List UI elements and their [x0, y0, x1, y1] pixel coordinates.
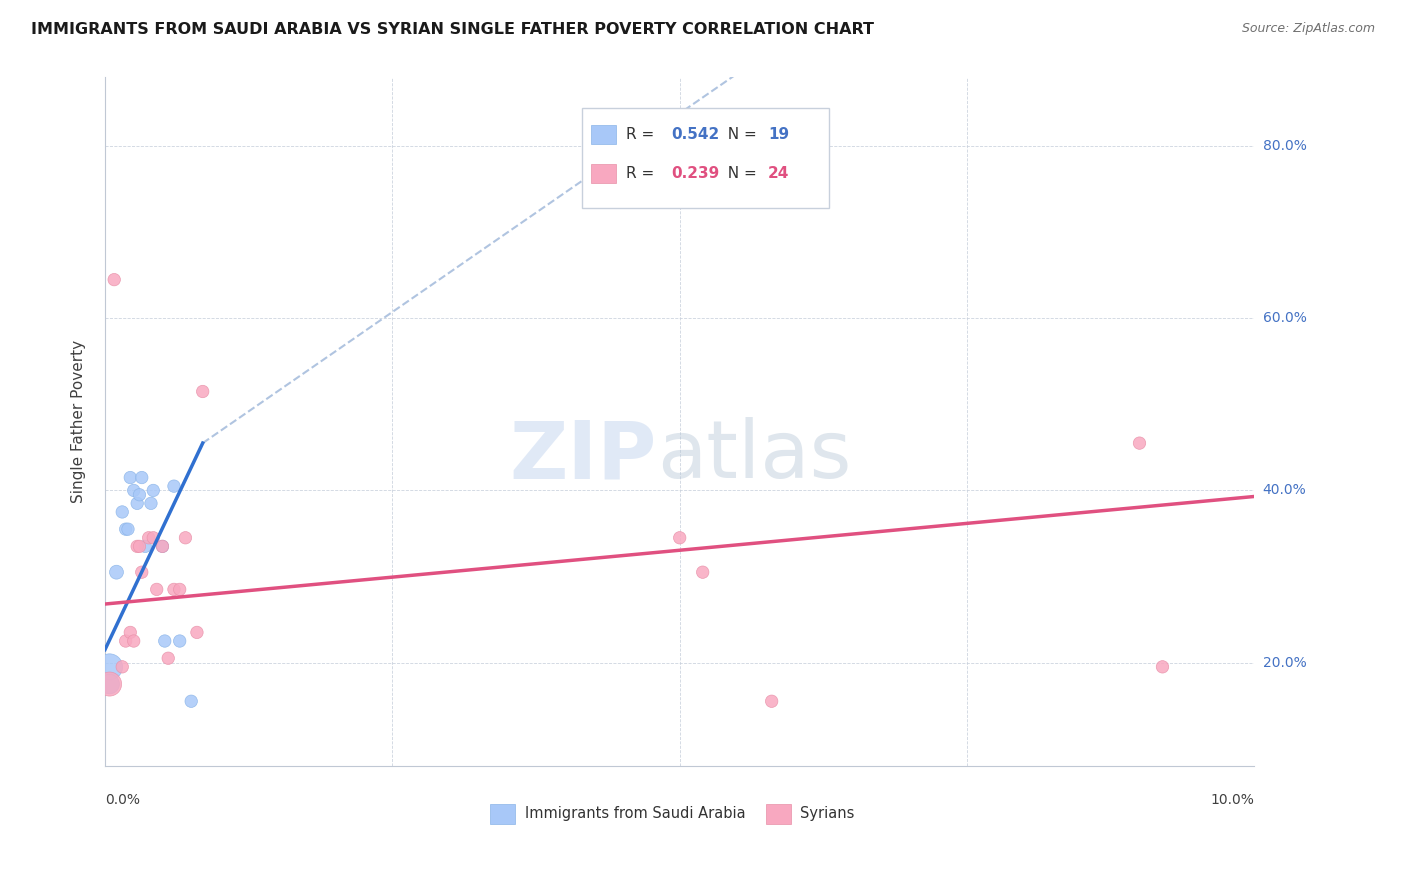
Text: 20.0%: 20.0% — [1263, 656, 1306, 670]
Point — [98, 677, 121, 691]
Text: ZIP: ZIP — [509, 417, 657, 495]
Point — [180, 694, 202, 708]
Text: N =: N = — [717, 127, 761, 142]
Point — [692, 565, 714, 579]
Point — [163, 582, 186, 597]
Text: 19: 19 — [768, 127, 789, 142]
Point — [1152, 660, 1174, 674]
Text: 24: 24 — [768, 166, 790, 181]
Point — [131, 565, 153, 579]
Point — [111, 505, 134, 519]
Point — [120, 470, 142, 484]
Point — [668, 531, 690, 545]
Point — [145, 582, 167, 597]
Point — [157, 651, 180, 665]
Point — [105, 565, 128, 579]
Text: R =: R = — [626, 127, 659, 142]
Point — [138, 531, 160, 545]
Point — [163, 479, 186, 493]
FancyBboxPatch shape — [591, 125, 616, 145]
Text: Source: ZipAtlas.com: Source: ZipAtlas.com — [1241, 22, 1375, 36]
Point — [152, 540, 174, 554]
FancyBboxPatch shape — [766, 805, 792, 823]
FancyBboxPatch shape — [591, 164, 616, 184]
Text: atlas: atlas — [657, 417, 851, 495]
Text: Immigrants from Saudi Arabia: Immigrants from Saudi Arabia — [524, 806, 745, 822]
Point — [1128, 436, 1150, 450]
Point — [134, 540, 156, 554]
Text: 40.0%: 40.0% — [1263, 483, 1306, 498]
Point — [111, 660, 134, 674]
Point — [127, 496, 149, 510]
Point — [142, 531, 165, 545]
Point — [139, 496, 162, 510]
FancyBboxPatch shape — [491, 805, 516, 823]
Point — [761, 694, 783, 708]
Point — [191, 384, 214, 399]
Text: 60.0%: 60.0% — [1263, 311, 1306, 326]
Text: 80.0%: 80.0% — [1263, 139, 1306, 153]
Point — [174, 531, 197, 545]
Point — [114, 522, 136, 536]
Point — [122, 634, 145, 648]
Point — [98, 660, 121, 674]
Text: 10.0%: 10.0% — [1211, 793, 1254, 807]
Point — [117, 522, 139, 536]
Text: 0.542: 0.542 — [672, 127, 720, 142]
Text: N =: N = — [717, 166, 761, 181]
Point — [131, 470, 153, 484]
Point — [127, 540, 149, 554]
Point — [103, 272, 125, 286]
Point — [114, 634, 136, 648]
Point — [186, 625, 208, 640]
Point — [169, 634, 191, 648]
Point — [169, 582, 191, 597]
Text: 0.239: 0.239 — [672, 166, 720, 181]
Point — [98, 677, 121, 691]
Text: R =: R = — [626, 166, 659, 181]
Text: IMMIGRANTS FROM SAUDI ARABIA VS SYRIAN SINGLE FATHER POVERTY CORRELATION CHART: IMMIGRANTS FROM SAUDI ARABIA VS SYRIAN S… — [31, 22, 875, 37]
Point — [152, 540, 174, 554]
FancyBboxPatch shape — [582, 109, 830, 208]
Point — [128, 540, 150, 554]
Point — [142, 483, 165, 498]
Point — [128, 488, 150, 502]
Point — [153, 634, 176, 648]
Text: Syrians: Syrians — [800, 806, 855, 822]
Point — [120, 625, 142, 640]
Y-axis label: Single Father Poverty: Single Father Poverty — [72, 340, 86, 503]
Text: 0.0%: 0.0% — [105, 793, 141, 807]
Point — [122, 483, 145, 498]
